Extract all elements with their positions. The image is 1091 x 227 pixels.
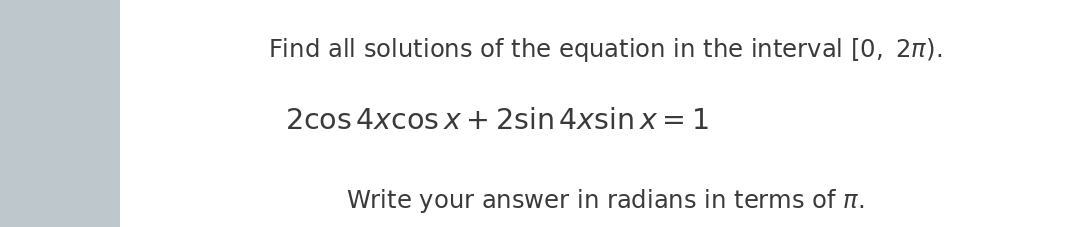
Text: Find all solutions of the equation in the interval $\left[0,\ 2\pi\right).$: Find all solutions of the equation in th…: [268, 36, 943, 64]
Text: $2\cos 4x\cos x + 2\sin 4x\sin x = 1$: $2\cos 4x\cos x + 2\sin 4x\sin x = 1$: [285, 106, 708, 134]
Bar: [0, 0, 120, 227]
Text: Write your answer in radians in terms of $\pi$.: Write your answer in radians in terms of…: [346, 186, 865, 214]
